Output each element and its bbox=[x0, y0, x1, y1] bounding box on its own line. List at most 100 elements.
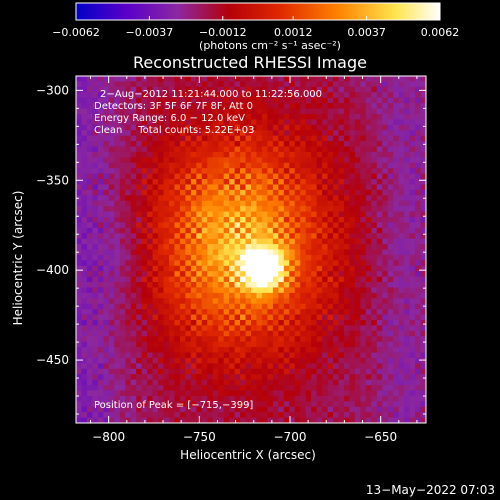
heatmap-cell bbox=[404, 146, 410, 153]
heatmap-cell bbox=[283, 168, 290, 174]
heatmap-cell bbox=[376, 379, 383, 386]
heatmap-cell bbox=[190, 347, 197, 353]
heatmap-cell bbox=[152, 363, 159, 370]
heatmap-cell bbox=[125, 124, 132, 131]
heatmap-cell bbox=[300, 417, 307, 423]
heatmap-cell bbox=[289, 108, 296, 115]
heatmap-cell bbox=[163, 222, 170, 229]
heatmap-cell bbox=[125, 282, 132, 288]
heatmap-cell bbox=[294, 200, 301, 207]
heatmap-cell bbox=[311, 168, 318, 174]
heatmap-cell bbox=[316, 412, 323, 418]
heatmap-cell bbox=[174, 314, 181, 321]
heatmap-cell bbox=[365, 330, 372, 337]
heatmap-cell bbox=[76, 76, 82, 82]
heatmap-cell bbox=[409, 141, 416, 147]
heatmap-cell bbox=[97, 395, 104, 402]
heatmap-cell bbox=[289, 146, 296, 153]
heatmap-cell bbox=[409, 157, 416, 164]
heatmap-cell bbox=[229, 265, 235, 272]
heatmap-cell bbox=[251, 406, 257, 413]
heatmap-cell bbox=[125, 135, 132, 142]
heatmap-cell bbox=[207, 151, 214, 158]
heatmap-cell bbox=[223, 211, 230, 218]
heatmap-cell bbox=[333, 168, 339, 174]
heatmap-cell bbox=[338, 206, 345, 212]
heatmap-cell bbox=[103, 347, 110, 353]
heatmap-cell bbox=[316, 97, 323, 104]
heatmap-cell bbox=[86, 108, 93, 115]
heatmap-cell bbox=[86, 336, 93, 343]
heatmap-cell bbox=[349, 412, 356, 418]
heatmap-cell bbox=[179, 108, 186, 115]
heatmap-cell bbox=[354, 287, 361, 294]
heatmap-cell bbox=[354, 81, 361, 88]
heatmap-cell bbox=[229, 336, 235, 343]
heatmap-cell bbox=[141, 195, 148, 202]
heatmap-cell bbox=[103, 244, 110, 250]
heatmap-cell bbox=[398, 374, 405, 381]
heatmap-cell bbox=[196, 135, 203, 142]
heatmap-cell bbox=[103, 76, 110, 82]
heatmap-cell bbox=[76, 179, 82, 185]
heatmap-cell bbox=[212, 303, 219, 310]
heatmap-cell bbox=[141, 265, 148, 272]
heatmap-cell bbox=[256, 271, 263, 278]
heatmap-cell bbox=[371, 97, 378, 104]
heatmap-cell bbox=[218, 271, 225, 278]
heatmap-cell bbox=[179, 417, 186, 423]
heatmap-cell bbox=[130, 417, 137, 423]
heatmap-cell bbox=[365, 179, 372, 185]
heatmap-cell bbox=[289, 330, 296, 337]
heatmap-cell bbox=[409, 390, 416, 397]
heatmap-cell bbox=[420, 319, 426, 326]
heatmap-cell bbox=[272, 363, 279, 370]
heatmap-cell bbox=[267, 406, 274, 413]
heatmap-cell bbox=[398, 222, 405, 229]
heatmap-cell bbox=[322, 108, 328, 115]
heatmap-cell bbox=[196, 244, 203, 250]
heatmap-cell bbox=[360, 319, 367, 326]
heatmap-cell bbox=[207, 341, 214, 348]
heatmap-cell bbox=[251, 363, 257, 370]
heatmap-cell bbox=[245, 168, 252, 174]
heatmap-cell bbox=[261, 292, 268, 299]
heatmap-cell bbox=[147, 238, 153, 245]
heatmap-cell bbox=[92, 271, 99, 278]
heatmap-cell bbox=[152, 303, 159, 310]
heatmap-cell bbox=[245, 108, 252, 115]
heatmap-cell bbox=[147, 81, 153, 88]
heatmap-cell bbox=[147, 368, 153, 375]
heatmap-cell bbox=[76, 395, 82, 402]
heatmap-cell bbox=[311, 200, 318, 207]
heatmap-cell bbox=[354, 406, 361, 413]
heatmap-cell bbox=[409, 200, 416, 207]
heatmap-cell bbox=[289, 406, 296, 413]
heatmap-cell bbox=[212, 227, 219, 234]
heatmap-cell bbox=[415, 341, 421, 348]
heatmap-cell bbox=[376, 406, 383, 413]
heatmap-cell bbox=[316, 222, 323, 229]
heatmap-cell bbox=[168, 108, 175, 115]
heatmap-cell bbox=[327, 81, 334, 88]
heatmap-cell bbox=[409, 325, 416, 332]
heatmap-cell bbox=[316, 113, 323, 120]
heatmap-cell bbox=[300, 157, 307, 164]
heatmap-cell bbox=[163, 81, 170, 88]
heatmap-cell bbox=[415, 390, 421, 397]
heatmap-cell bbox=[294, 385, 301, 391]
heatmap-cell bbox=[119, 200, 126, 207]
heatmap-cell bbox=[108, 341, 115, 348]
heatmap-cell bbox=[251, 395, 257, 402]
heatmap-cell bbox=[420, 352, 426, 359]
heatmap-cell bbox=[92, 227, 99, 234]
heatmap-cell bbox=[365, 406, 372, 413]
heatmap-cell bbox=[415, 244, 421, 250]
heatmap-cell bbox=[240, 157, 246, 164]
heatmap-cell bbox=[130, 119, 137, 126]
heatmap-cell bbox=[114, 385, 121, 391]
heatmap-cell bbox=[240, 254, 246, 261]
heatmap-cell bbox=[218, 173, 225, 180]
heatmap-cell bbox=[245, 81, 252, 88]
heatmap-cell bbox=[185, 260, 192, 267]
